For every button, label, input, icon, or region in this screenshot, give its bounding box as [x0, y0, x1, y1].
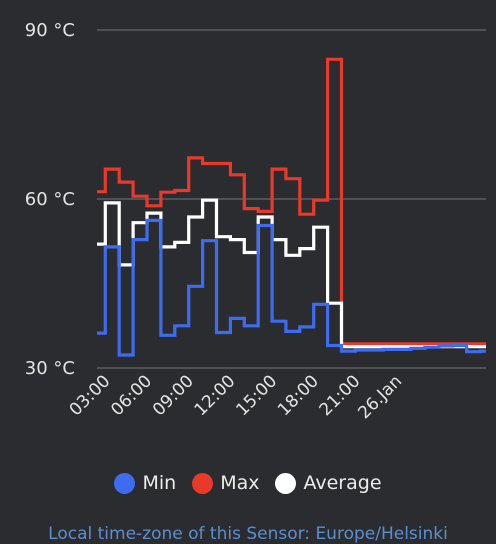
- legend-label-min: Min: [142, 472, 177, 494]
- x-tick-label: 26.Jan: [354, 371, 406, 423]
- legend-label-average: Average: [303, 472, 382, 494]
- legend-swatch-max: [192, 472, 214, 494]
- x-tick-label: 18:00: [274, 371, 323, 420]
- x-tick-label: 09:00: [149, 371, 198, 420]
- grid-layer: [97, 29, 486, 369]
- legend-item-average[interactable]: Average: [275, 472, 382, 494]
- legend-item-max[interactable]: Max: [192, 472, 259, 494]
- timezone-note[interactable]: Local time-zone of this Sensor: Europe/H…: [48, 524, 448, 544]
- legend-item-min[interactable]: Min: [114, 472, 176, 494]
- x-tick-label: 06:00: [107, 371, 156, 420]
- series-line-min[interactable]: [97, 218, 486, 357]
- series-layer: [97, 57, 486, 357]
- series-line-average[interactable]: [97, 198, 486, 349]
- legend: Min Max Average: [0, 472, 496, 494]
- temperature-chart: 30 °C 60 °C 90 °C 03:0006:0009:0012:0015:0…: [25, 20, 486, 423]
- x-axis-labels: 03:0006:0009:0012:0015:0018:0021:0026.Ja…: [66, 371, 407, 423]
- y-axis-labels: 30 °C 60 °C 90 °C: [25, 20, 75, 379]
- legend-swatch-min: [114, 472, 136, 494]
- x-tick-label: 12:00: [191, 371, 240, 420]
- y-tick-label: 90 °C: [25, 20, 75, 41]
- legend-swatch-average: [275, 472, 297, 494]
- y-tick-label: 30 °C: [25, 358, 75, 379]
- legend-label-max: Max: [220, 472, 260, 494]
- x-tick-label: 15:00: [232, 371, 281, 420]
- series-line-max[interactable]: [97, 57, 486, 346]
- y-tick-label: 60 °C: [25, 189, 75, 210]
